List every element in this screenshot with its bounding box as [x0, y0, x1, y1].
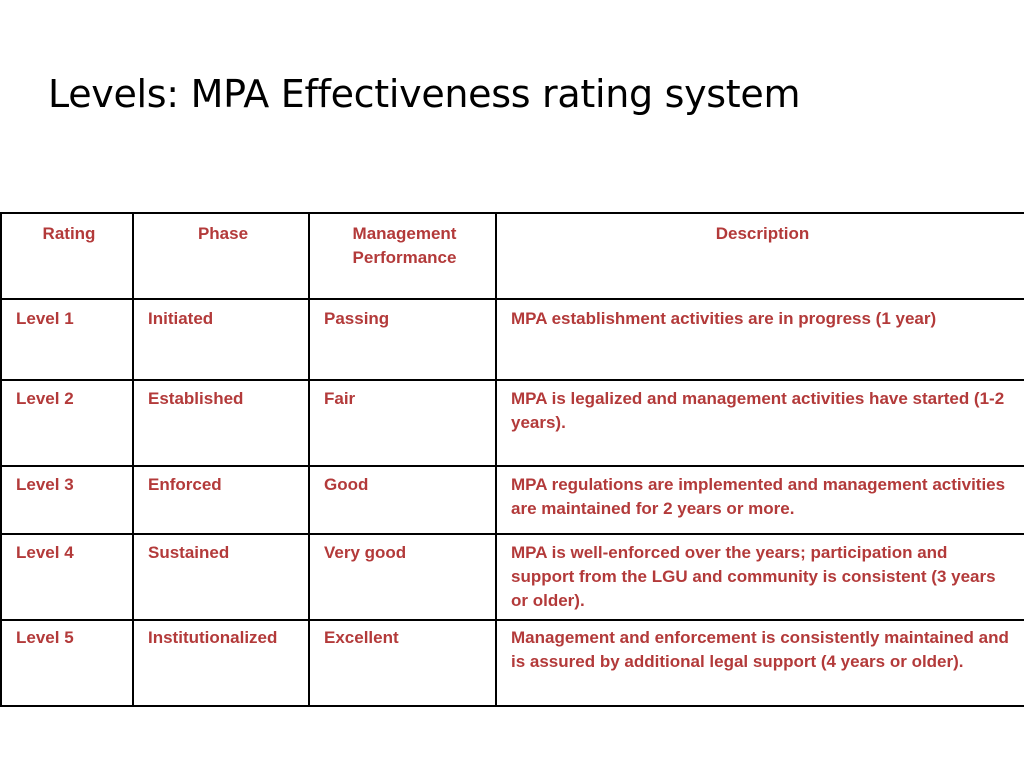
cell-description: MPA is legalized and management activiti…: [495, 379, 1024, 467]
table-row: Level 1 Initiated Passing MPA establishm…: [0, 298, 1024, 381]
header-rating: Rating: [0, 212, 134, 300]
cell-phase: Enforced: [132, 465, 310, 535]
cell-performance: Excellent: [308, 619, 497, 707]
cell-rating: Level 4: [0, 533, 134, 621]
cell-performance: Passing: [308, 298, 497, 381]
cell-description: MPA establishment activities are in prog…: [495, 298, 1024, 381]
slide-title: Levels: MPA Effectiveness rating system: [48, 72, 801, 116]
cell-rating: Level 1: [0, 298, 134, 381]
cell-phase: Initiated: [132, 298, 310, 381]
cell-performance: Very good: [308, 533, 497, 621]
cell-phase: Institutionalized: [132, 619, 310, 707]
cell-performance: Fair: [308, 379, 497, 467]
rating-system-table: Rating Phase Management Performance Desc…: [0, 212, 1024, 707]
table-row: Level 5 Institutionalized Excellent Mana…: [0, 619, 1024, 707]
header-phase: Phase: [132, 212, 310, 300]
cell-rating: Level 5: [0, 619, 134, 707]
cell-phase: Sustained: [132, 533, 310, 621]
header-description: Description: [495, 212, 1024, 300]
cell-description: Management and enforcement is consistent…: [495, 619, 1024, 707]
cell-phase: Established: [132, 379, 310, 467]
cell-rating: Level 3: [0, 465, 134, 535]
table-header-row: Rating Phase Management Performance Desc…: [0, 212, 1024, 300]
table-row: Level 3 Enforced Good MPA regulations ar…: [0, 465, 1024, 535]
table-row: Level 2 Established Fair MPA is legalize…: [0, 379, 1024, 467]
cell-performance: Good: [308, 465, 497, 535]
cell-description: MPA regulations are implemented and mana…: [495, 465, 1024, 535]
header-management-performance: Management Performance: [308, 212, 497, 300]
table-row: Level 4 Sustained Very good MPA is well-…: [0, 533, 1024, 621]
cell-description: MPA is well-enforced over the years; par…: [495, 533, 1024, 621]
cell-rating: Level 2: [0, 379, 134, 467]
